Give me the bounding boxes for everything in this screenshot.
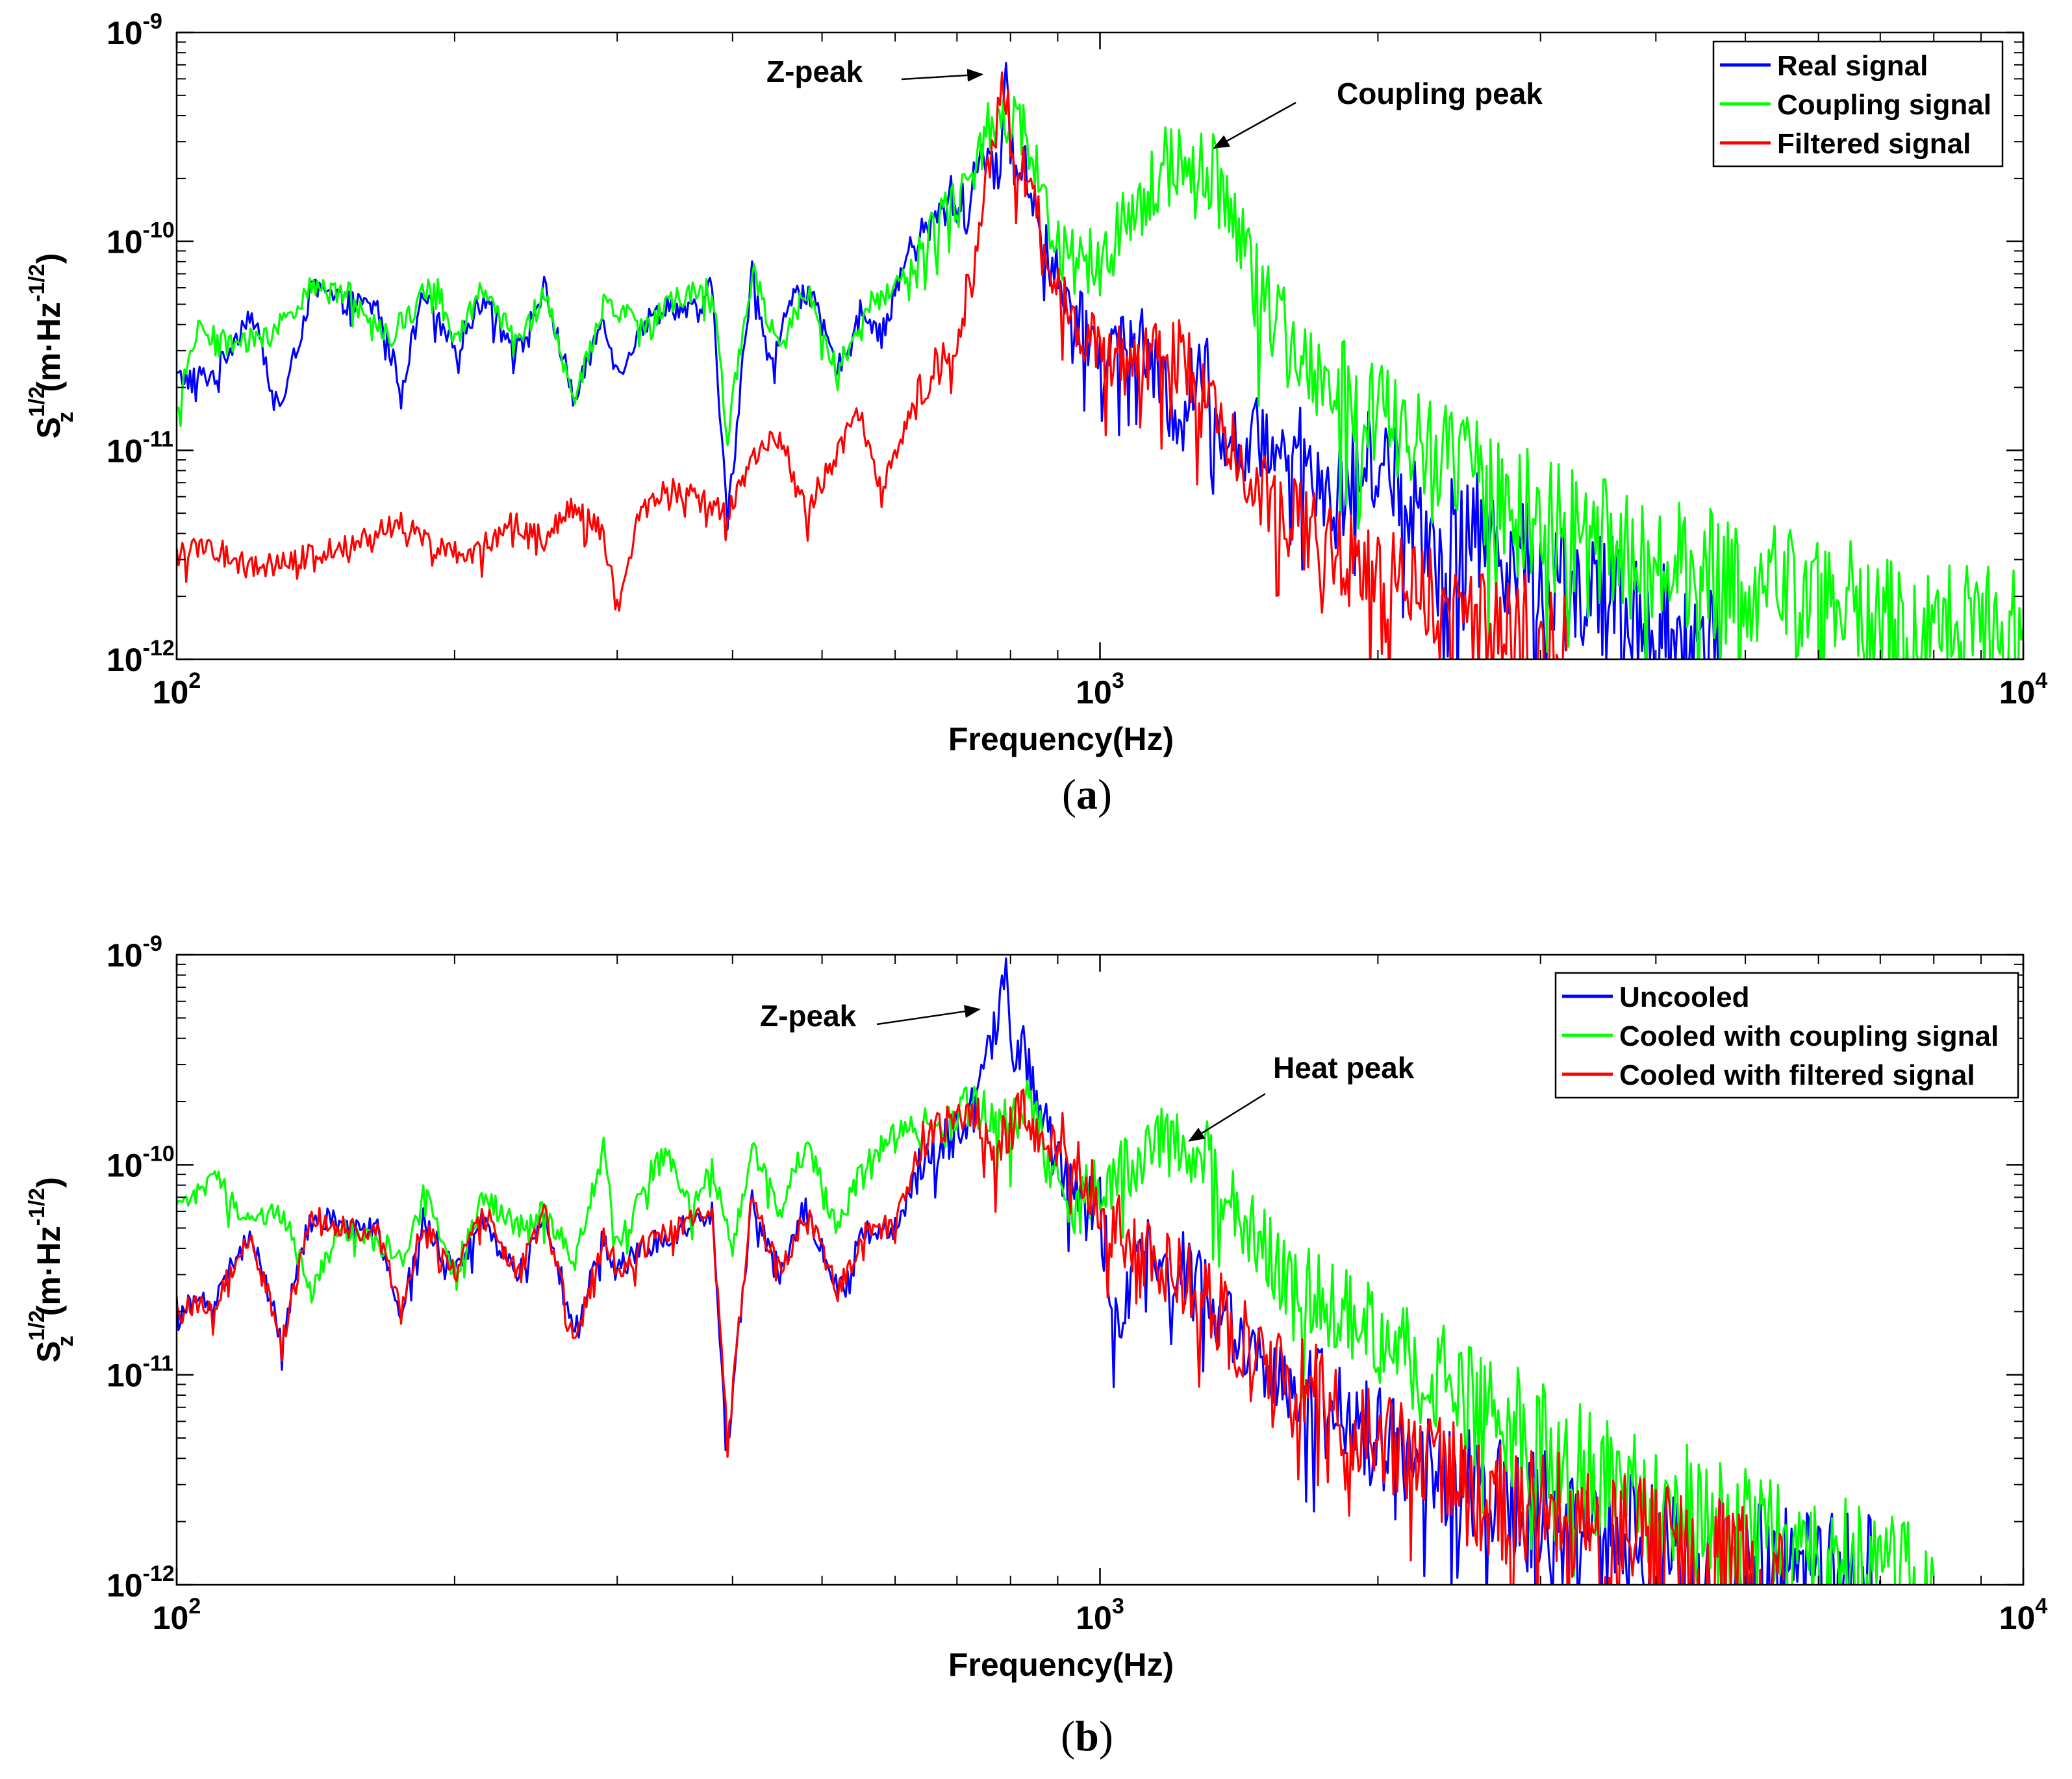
x-tick-base: 10 (1076, 1600, 1112, 1636)
annotation-label: Z-peak (766, 55, 863, 88)
y-title-base: S (31, 1341, 67, 1363)
legend: Uncooled Cooled with coupling signal Coole… (1554, 972, 2019, 1099)
series-line-cooled-with-filtered-signal (177, 1089, 1785, 1585)
y-title-unit-close: ) (31, 253, 67, 264)
y-tick-exp: -12 (143, 636, 175, 661)
y-tick-exp: -10 (143, 218, 175, 243)
x-tick-exp: 3 (1112, 1594, 1124, 1619)
y-tick-exp: -11 (143, 427, 173, 451)
annotation-arrow (1188, 1092, 1266, 1142)
legend-label: Uncooled (1619, 981, 1749, 1013)
y-tick-exp: -9 (143, 9, 162, 34)
y-title-sub: z (53, 412, 78, 423)
series-group (177, 957, 1935, 1585)
y-tick-label: 10-12 (107, 636, 175, 678)
legend-label: Cooled with filtered signal (1619, 1059, 1975, 1091)
y-title-unit-exp: -1/2 (25, 264, 49, 302)
x-tick-base: 10 (1999, 674, 2036, 711)
x-axis-title: Frequency(Hz) (948, 1647, 1174, 1683)
legend-label: Coupling signal (1777, 89, 1991, 121)
x-tick-label: 102 (153, 1594, 201, 1636)
y-tick-base: 10 (107, 1567, 143, 1604)
x-tick-exp: 4 (2035, 668, 2047, 693)
x-tick-label: 103 (1076, 1594, 1124, 1636)
y-axis-title: S1/2 z (m·Hz-1/2) (25, 253, 78, 439)
caption-close: ) (1098, 771, 1112, 818)
y-title-unit-close: ) (31, 1177, 67, 1188)
y-tick-base: 10 (107, 224, 143, 260)
y-tick-exp: -9 (143, 931, 162, 956)
legend-box (1554, 972, 2019, 1099)
annotation-arrow (876, 1005, 981, 1026)
series-line-real-signal (177, 62, 1722, 659)
legend-label: Cooled with coupling signal (1619, 1020, 1999, 1052)
legend-label: Real signal (1777, 50, 1928, 82)
y-tick-label: 10-12 (107, 1561, 175, 1604)
caption-letter: b (1075, 1713, 1099, 1760)
y-tick-label: 10-9 (107, 931, 162, 974)
caption-close: ) (1099, 1713, 1113, 1760)
x-tick-base: 10 (153, 674, 189, 711)
y-tick-label: 10-10 (107, 1141, 175, 1183)
x-tick-exp: 2 (188, 1594, 201, 1619)
legend-label: Filtered signal (1777, 128, 1971, 160)
y-title-base: S (31, 417, 67, 438)
panel-caption: (b) (1061, 1713, 1113, 1760)
x-tick-exp: 3 (1112, 668, 1124, 693)
x-tick-label: 103 (1076, 668, 1124, 711)
x-tick-base: 10 (1076, 674, 1112, 711)
y-tick-base: 10 (107, 15, 143, 51)
panel-b: 102 103 10410-910-1010-1110-12Frequency(Hz… (25, 931, 2047, 1760)
caption-letter: a (1076, 771, 1098, 818)
y-tick-base: 10 (107, 1147, 143, 1183)
y-title-sup: 1/2 (25, 1310, 49, 1341)
y-title-unit-exp: -1/2 (25, 1188, 49, 1226)
x-tick-exp: 2 (188, 668, 201, 693)
x-tick-label: 104 (1999, 668, 2048, 711)
x-tick-label: 104 (1999, 1594, 2048, 1636)
y-title-sub: z (53, 1335, 78, 1346)
y-title-sup: 1/2 (25, 386, 49, 417)
panel-a: 102 103 10410-910-1010-1110-12Frequency(Hz… (25, 9, 2047, 818)
caption-open: ( (1062, 771, 1076, 818)
annotation-label: Heat peak (1273, 1051, 1415, 1085)
y-tick-label: 10-9 (107, 9, 162, 51)
caption-open: ( (1061, 1713, 1075, 1760)
y-axis-title: S1/2 z (m·Hz-1/2) (25, 1177, 78, 1363)
y-tick-base: 10 (107, 642, 143, 678)
x-tick-base: 10 (153, 1600, 189, 1636)
series-group (177, 62, 2023, 659)
y-title-unit: (m·Hz (31, 1226, 67, 1316)
y-tick-label: 10-11 (107, 1352, 173, 1394)
x-axis-title: Frequency(Hz) (948, 721, 1174, 757)
y-tick-exp: -12 (143, 1561, 175, 1586)
x-tick-label: 102 (153, 668, 201, 711)
annotation-arrow (1213, 101, 1296, 149)
y-tick-base: 10 (107, 433, 143, 469)
y-tick-label: 10-11 (107, 427, 173, 469)
y-tick-base: 10 (107, 937, 143, 974)
panel-caption: (a) (1062, 771, 1112, 818)
annotation-label: Z-peak (760, 999, 857, 1033)
y-tick-base: 10 (107, 1357, 143, 1394)
y-tick-exp: -10 (143, 1141, 175, 1166)
y-title-unit: (m·Hz (31, 302, 67, 392)
x-tick-base: 10 (1999, 1600, 2036, 1636)
annotation-arrow (901, 68, 984, 82)
annotation-label: Coupling peak (1337, 77, 1543, 110)
series-line-filtered-signal (177, 71, 1568, 659)
y-tick-exp: -11 (143, 1352, 173, 1376)
series-line-coupling-signal (177, 95, 2023, 659)
x-tick-exp: 4 (2035, 1594, 2047, 1619)
y-tick-label: 10-10 (107, 218, 175, 260)
legend: Real signal Coupling signal Filtered signa… (1712, 40, 2004, 168)
